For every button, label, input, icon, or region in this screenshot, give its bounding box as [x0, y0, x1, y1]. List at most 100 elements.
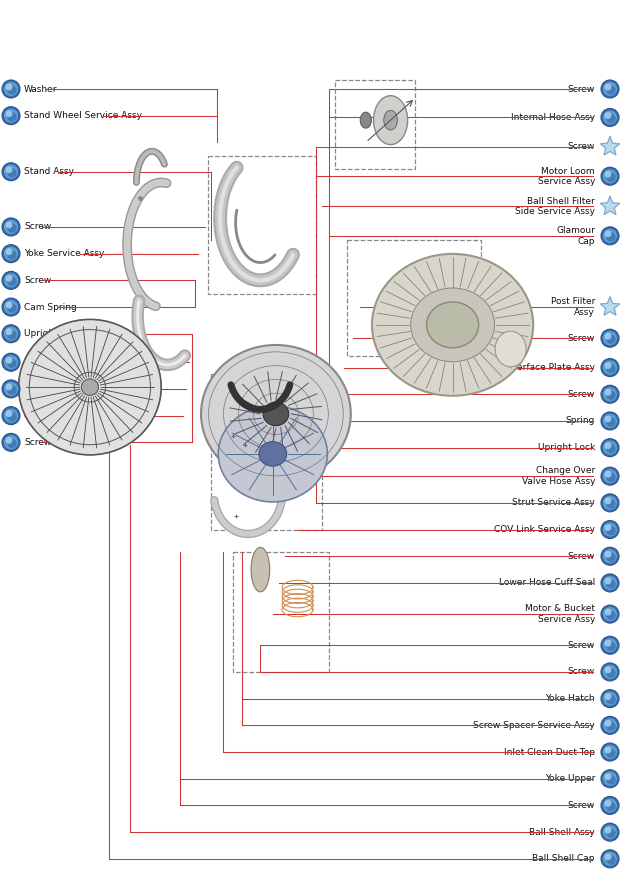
- Circle shape: [604, 362, 611, 369]
- Circle shape: [601, 770, 619, 788]
- Circle shape: [606, 232, 616, 241]
- Text: Ball Shell Filter
Side Service Assy: Ball Shell Filter Side Service Assy: [515, 197, 595, 216]
- Circle shape: [2, 245, 20, 263]
- Circle shape: [603, 692, 617, 706]
- Ellipse shape: [427, 302, 479, 348]
- Circle shape: [606, 611, 616, 619]
- Circle shape: [7, 277, 17, 286]
- Bar: [335, 80, 415, 169]
- Circle shape: [601, 574, 619, 592]
- Text: PCB Assy: PCB Assy: [24, 411, 65, 420]
- Circle shape: [4, 273, 18, 287]
- Circle shape: [604, 854, 611, 861]
- Text: Ball Shell Cap: Ball Shell Cap: [533, 854, 595, 863]
- Circle shape: [603, 414, 617, 428]
- Circle shape: [606, 775, 616, 784]
- Circle shape: [604, 747, 611, 754]
- Circle shape: [6, 110, 12, 117]
- Text: Yoke Hatch: Yoke Hatch: [546, 694, 595, 703]
- Text: Screw: Screw: [568, 801, 595, 810]
- Circle shape: [2, 407, 20, 425]
- Circle shape: [604, 800, 611, 807]
- Text: Screw: Screw: [568, 668, 595, 676]
- Text: Screw: Screw: [568, 334, 595, 343]
- Text: Stand Assy: Stand Assy: [24, 167, 74, 176]
- Text: Internal Hose Assy: Internal Hose Assy: [511, 113, 595, 122]
- Circle shape: [4, 435, 18, 449]
- Circle shape: [4, 165, 18, 179]
- Circle shape: [604, 640, 611, 647]
- Circle shape: [601, 385, 619, 403]
- Circle shape: [4, 300, 18, 314]
- Circle shape: [601, 467, 619, 485]
- Circle shape: [601, 439, 619, 457]
- Circle shape: [604, 112, 611, 119]
- Text: Screw: Screw: [24, 222, 51, 231]
- Circle shape: [601, 227, 619, 245]
- Circle shape: [601, 359, 619, 376]
- Circle shape: [603, 110, 617, 125]
- Circle shape: [6, 410, 12, 417]
- Text: Screw Spacer Service Assy: Screw Spacer Service Assy: [473, 721, 595, 730]
- Circle shape: [606, 722, 616, 731]
- Circle shape: [2, 433, 20, 451]
- Circle shape: [606, 499, 616, 508]
- Circle shape: [606, 855, 616, 864]
- Circle shape: [4, 220, 18, 234]
- Circle shape: [606, 364, 616, 373]
- Circle shape: [604, 609, 611, 616]
- Circle shape: [601, 80, 619, 98]
- Text: Change Over
Valve Hose Assy: Change Over Valve Hose Assy: [521, 466, 595, 486]
- Circle shape: [606, 114, 616, 123]
- Circle shape: [606, 553, 616, 562]
- Text: Yoke Service Assy: Yoke Service Assy: [24, 249, 104, 258]
- Circle shape: [606, 829, 616, 837]
- Circle shape: [604, 578, 611, 585]
- Circle shape: [6, 302, 12, 309]
- Text: Screw: Screw: [24, 276, 51, 285]
- Circle shape: [603, 522, 617, 537]
- Circle shape: [606, 335, 616, 344]
- Circle shape: [603, 825, 617, 839]
- Text: Washer: Washer: [24, 85, 58, 93]
- Circle shape: [601, 690, 619, 708]
- Polygon shape: [601, 297, 619, 315]
- Bar: [211, 374, 322, 530]
- Circle shape: [601, 823, 619, 841]
- Circle shape: [2, 353, 20, 371]
- Ellipse shape: [360, 112, 371, 128]
- Ellipse shape: [495, 331, 526, 367]
- Circle shape: [603, 718, 617, 732]
- Ellipse shape: [218, 406, 327, 502]
- Circle shape: [2, 163, 20, 181]
- Circle shape: [603, 360, 617, 375]
- Circle shape: [606, 85, 616, 94]
- Circle shape: [604, 84, 611, 91]
- Circle shape: [6, 166, 12, 174]
- Circle shape: [2, 218, 20, 236]
- Circle shape: [606, 444, 616, 453]
- Circle shape: [7, 330, 17, 339]
- Text: Screw: Screw: [568, 390, 595, 399]
- Circle shape: [2, 380, 20, 398]
- Circle shape: [2, 107, 20, 125]
- Circle shape: [6, 275, 12, 282]
- Ellipse shape: [428, 303, 477, 346]
- Circle shape: [601, 109, 619, 126]
- Circle shape: [6, 222, 12, 229]
- Text: Upright Switch: Upright Switch: [24, 329, 91, 338]
- Circle shape: [603, 772, 617, 786]
- Circle shape: [4, 109, 18, 123]
- Circle shape: [603, 576, 617, 590]
- Circle shape: [601, 797, 619, 814]
- Circle shape: [601, 636, 619, 654]
- Text: Spring: Spring: [565, 417, 595, 425]
- Circle shape: [604, 389, 611, 396]
- Circle shape: [601, 521, 619, 538]
- Text: Stand Wheel Service Assy: Stand Wheel Service Assy: [24, 111, 142, 120]
- Circle shape: [4, 327, 18, 341]
- Circle shape: [601, 850, 619, 868]
- Circle shape: [604, 524, 611, 531]
- Circle shape: [6, 328, 12, 336]
- Circle shape: [6, 248, 12, 255]
